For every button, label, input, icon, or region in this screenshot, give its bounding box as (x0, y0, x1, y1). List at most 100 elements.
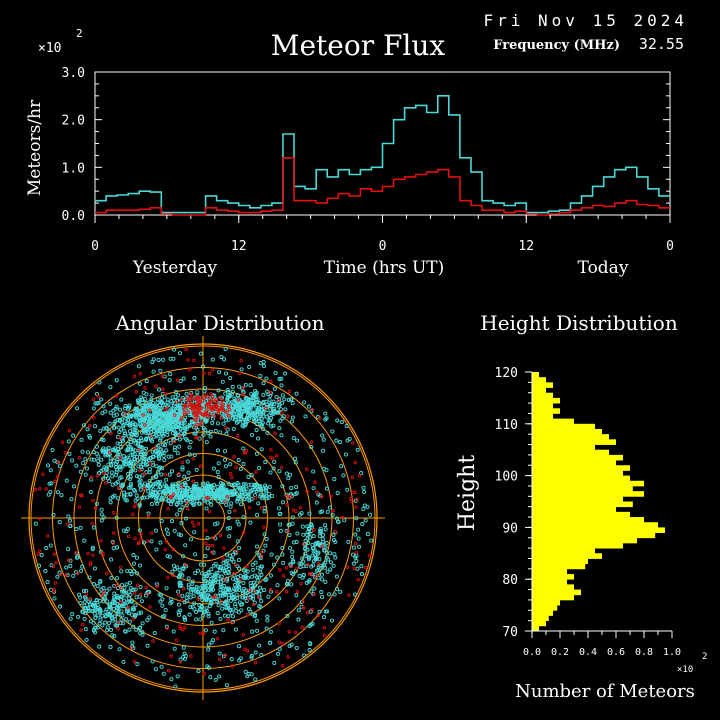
angular-point (162, 457, 167, 463)
angular-point (286, 655, 290, 659)
height-bar (532, 408, 560, 414)
angular-point (196, 669, 201, 674)
height-bar (532, 403, 553, 409)
angular-point (369, 538, 374, 543)
flux-multiplier-exponent: 2 (76, 27, 83, 40)
angular-point (101, 426, 106, 431)
angular-point (52, 458, 57, 463)
angular-point (182, 407, 186, 411)
angular-point (153, 528, 158, 533)
flux-series-cyan (95, 95, 670, 214)
angular-point (153, 445, 157, 450)
angular-point (275, 410, 281, 415)
angular-point (267, 397, 272, 402)
angular-point (244, 401, 249, 406)
angular-point (311, 534, 316, 539)
angular-point (268, 640, 273, 645)
angular-point (226, 618, 230, 622)
angular-point (354, 559, 359, 564)
angular-point (210, 394, 215, 399)
angular-point (207, 402, 211, 407)
angular-point (181, 586, 186, 591)
angular-point (189, 397, 194, 402)
angular-point (338, 439, 343, 445)
angular-point (216, 461, 221, 466)
angular-point (307, 511, 312, 516)
angular-point (179, 626, 183, 631)
angular-point (357, 473, 362, 478)
angular-point (305, 489, 309, 494)
angular-point (178, 660, 183, 664)
angular-point (150, 659, 155, 664)
angular-point (85, 427, 90, 432)
angular-point (67, 428, 72, 433)
angular-point (196, 597, 201, 601)
angular-point (264, 494, 269, 499)
angular-point (128, 461, 133, 466)
angular-point (103, 409, 108, 414)
angular-point (121, 528, 126, 533)
angular-point (158, 447, 163, 452)
angular-point (146, 402, 151, 408)
angular-point (288, 397, 293, 402)
height-bar (532, 625, 539, 632)
angular-point (226, 590, 231, 595)
angular-point (100, 623, 105, 628)
angular-point (269, 589, 274, 594)
angular-point (64, 478, 69, 483)
angular-point (271, 466, 276, 471)
angular-point (50, 447, 55, 453)
angular-point (114, 576, 120, 581)
angular-point (194, 617, 199, 622)
angular-point (211, 466, 216, 471)
angular-point (54, 560, 58, 565)
angular-point (55, 574, 60, 579)
angular-point (322, 633, 327, 637)
angular-point (130, 512, 135, 517)
angular-point (315, 568, 320, 573)
angular-point (319, 495, 324, 499)
angular-point (222, 613, 227, 618)
angular-point (77, 505, 82, 509)
angular-point (354, 551, 359, 555)
angular-point (305, 467, 309, 472)
angular-point (299, 581, 303, 586)
angular-point (231, 427, 236, 432)
angular-point (76, 614, 81, 619)
angular-point (101, 404, 106, 409)
height-x-axis-label: Number of Meteors (515, 681, 695, 702)
angular-point (307, 647, 312, 653)
angular-point (241, 515, 246, 520)
angular-point (275, 555, 280, 560)
angular-point (328, 567, 333, 572)
angular-point (285, 502, 289, 507)
angular-point (221, 628, 226, 633)
angular-point (255, 487, 260, 492)
angular-point (213, 428, 218, 433)
angular-point (139, 424, 144, 429)
angular-point (183, 563, 188, 567)
angular-point (79, 568, 84, 573)
angular-point (339, 464, 344, 469)
angular-point (169, 415, 174, 420)
angular-point (83, 611, 88, 616)
angular-point (277, 596, 282, 601)
angular-point (334, 574, 339, 579)
angular-point (325, 569, 330, 574)
angular-point (201, 413, 206, 417)
angular-point (60, 440, 65, 444)
angular-point (227, 566, 232, 572)
angular-point (261, 409, 266, 415)
angular-point (215, 573, 220, 578)
angular-point (147, 456, 152, 461)
angular-point (364, 565, 368, 570)
angular-point (248, 406, 253, 411)
angular-point (328, 560, 333, 565)
angular-point (218, 533, 223, 537)
angular-point (216, 499, 221, 504)
angular-point (74, 526, 79, 532)
angular-point (162, 374, 167, 379)
angular-point (91, 525, 97, 530)
angular-point (131, 617, 136, 621)
angular-point (272, 406, 277, 411)
